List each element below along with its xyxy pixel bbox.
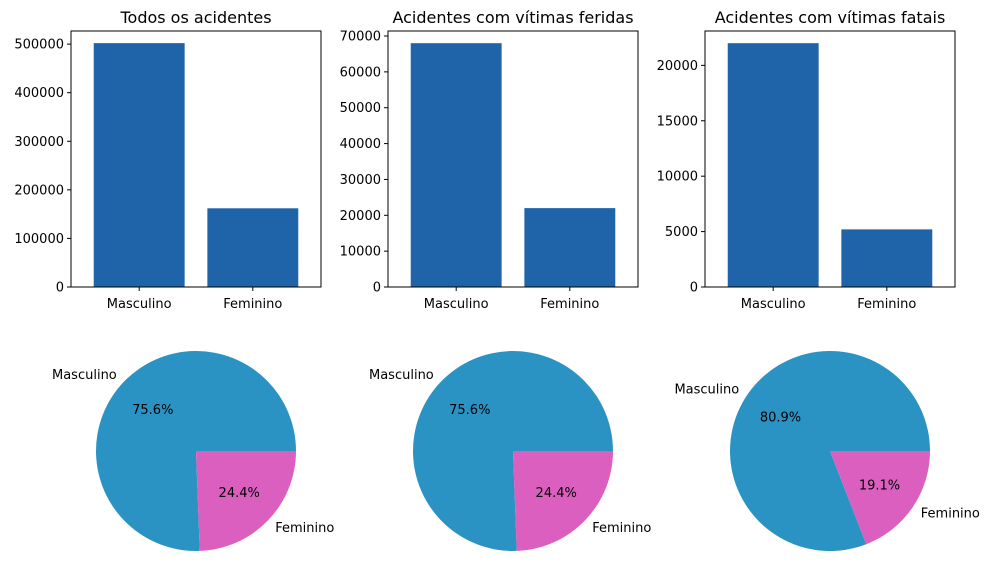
pie-slice-feminino [196, 451, 296, 551]
bar-chart-2: Acidentes com vítimas feridas Masculino Fe… [340, 8, 639, 312]
pie-label: Feminino [275, 521, 334, 536]
y-tick-label: 200000 [14, 183, 64, 198]
axes-frame [70, 30, 322, 288]
pie-label: Masculino [52, 368, 117, 383]
y-tick-label: 5000 [665, 225, 698, 240]
bar-masculino [727, 43, 819, 287]
pie-pct-label: 24.4% [219, 486, 260, 501]
y-tick-label: 60000 [340, 65, 381, 80]
y-tick-label: 15000 [657, 114, 698, 129]
pie-slice-masculino [730, 350, 930, 551]
y-tick-label: 10000 [657, 170, 698, 185]
pie-label: Masculino [369, 368, 434, 383]
y-tick-label: 100000 [14, 232, 64, 247]
pie-chart-2: Masculino 75.6% Feminino 24.4% [369, 351, 651, 552]
y-tick-label: 300000 [14, 135, 64, 150]
bar-chart-1: Todos os acidentes Masculino Feminino 0 1000… [14, 8, 322, 312]
bar-feminino [524, 208, 616, 287]
pie-slice-masculino [412, 351, 613, 552]
y-tick-label: 40000 [340, 137, 381, 152]
pie-label: Masculino [674, 382, 739, 397]
chart-title: Todos os acidentes [119, 8, 271, 27]
y-tick-label: 0 [56, 281, 64, 296]
y-tick-label: 10000 [340, 245, 381, 260]
x-tick-label: Feminino [540, 297, 599, 312]
pie-chart-1: Masculino 75.6% Feminino 24.4% [52, 350, 334, 551]
pie-chart-3: Masculino 80.9% Feminino 19.1% [674, 350, 980, 551]
pie-pct-label: 75.6% [132, 403, 173, 418]
bar-feminino [841, 229, 933, 287]
chart-title: Acidentes com vítimas fatais [715, 8, 946, 27]
y-tick-label: 0 [690, 281, 698, 296]
chart-title: Acidentes com vítimas feridas [392, 8, 633, 27]
y-tick-label: 0 [373, 281, 381, 296]
y-tick-label: 30000 [340, 173, 381, 188]
axes-frame [704, 30, 956, 288]
y-tick-label: 20000 [657, 59, 698, 74]
pie-label: Feminino [921, 507, 980, 522]
y-tick-label: 70000 [340, 30, 381, 45]
bar-feminino [207, 208, 299, 287]
y-tick-label: 20000 [340, 209, 381, 224]
bar-chart-3: Acidentes com vítimas fatais Masculino Fem… [657, 8, 956, 312]
x-tick-label: Masculino [107, 297, 172, 312]
pie-pct-label: 24.4% [536, 486, 577, 501]
pie-slice-feminino [830, 451, 930, 545]
pie-pct-label: 80.9% [760, 411, 801, 426]
pie-label: Feminino [592, 521, 651, 536]
y-tick-label: 50000 [340, 101, 381, 116]
axes-frame [387, 30, 639, 288]
x-tick-label: Feminino [857, 297, 916, 312]
x-tick-label: Feminino [223, 297, 282, 312]
pie-pct-label: 19.1% [859, 478, 900, 493]
bar-masculino [93, 43, 185, 287]
x-tick-label: Masculino [424, 297, 489, 312]
bar-masculino [410, 43, 502, 287]
pie-pct-label: 75.6% [449, 403, 490, 418]
x-tick-label: Masculino [741, 297, 806, 312]
y-tick-label: 400000 [14, 86, 64, 101]
pie-slice-feminino [513, 451, 613, 551]
y-tick-label: 500000 [14, 38, 64, 53]
